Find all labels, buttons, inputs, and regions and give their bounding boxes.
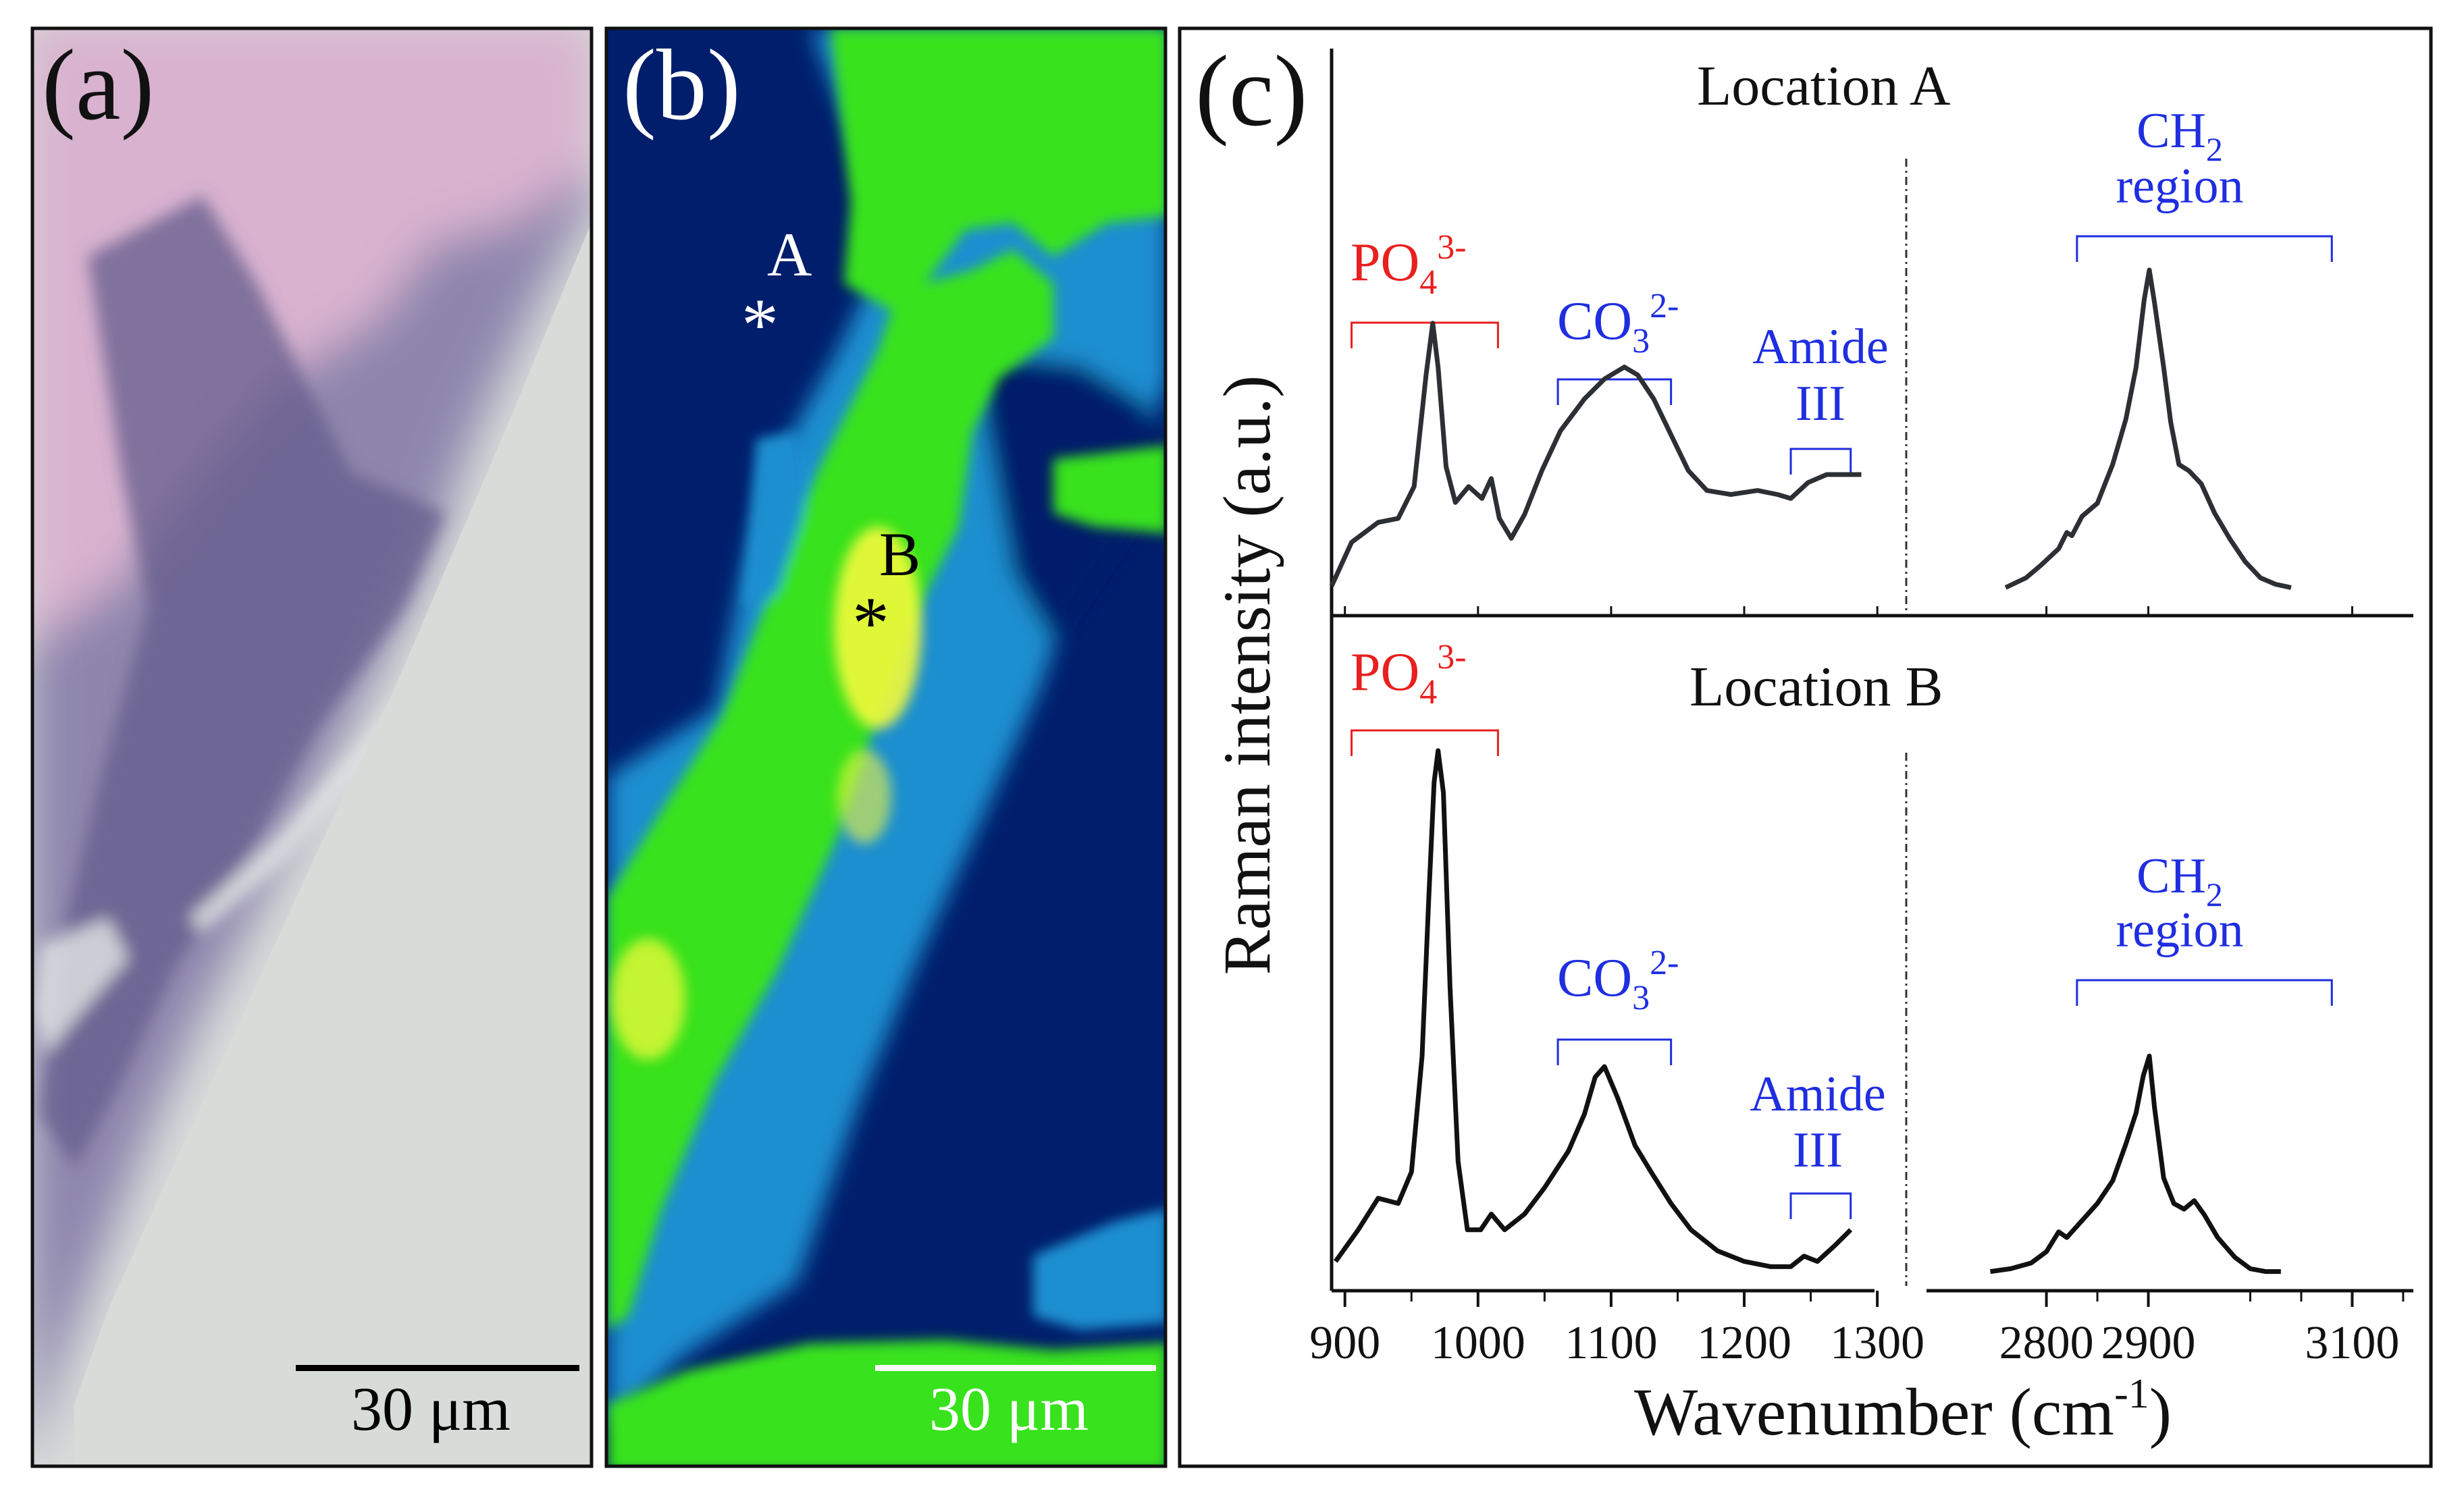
x-tick-label: 1300 (1830, 1317, 1924, 1369)
band-bracket (2076, 979, 2333, 1006)
spectrum-line (2004, 267, 2292, 590)
panel-c-label: (c) (1195, 35, 1307, 147)
band-brackets-location-b (1351, 729, 2333, 1219)
po4-label-b: PO43- (1351, 638, 1467, 712)
band-bracket (1556, 1038, 1673, 1065)
map-peak-b (834, 527, 922, 729)
spectrum-line (1990, 1053, 2281, 1275)
co3-label-b: CO32- (1557, 944, 1679, 1017)
point-b-marker: * (852, 582, 889, 664)
spectrum-line (1334, 748, 1853, 1269)
band-bracket (1351, 321, 1499, 348)
x-tick-label: 3100 (2305, 1317, 2399, 1369)
spectra-location-b (1334, 748, 2281, 1275)
amide-label-b-line2: III (1793, 1123, 1843, 1178)
panel-a: (a) 30 μm (30, 26, 594, 1468)
spectra-location-a (1329, 267, 2292, 590)
co3-label-a: CO32- (1557, 287, 1679, 360)
x-tick-label: 900 (1309, 1317, 1380, 1369)
map-high-bottom-band (608, 1340, 1165, 1466)
ch2-region-label-b: region (2116, 903, 2243, 958)
band-brackets-location-a (1351, 235, 2333, 475)
cleared-region (74, 222, 592, 1466)
map-mid-bottom-band (1033, 1209, 1165, 1330)
histology-image (32, 28, 592, 1466)
amide-label-a-line2: III (1795, 376, 1845, 431)
map-high-right-patch (1053, 446, 1165, 533)
map-peak-mid (837, 749, 891, 844)
panel-b-frame (604, 26, 1168, 1468)
map-mid-upper-branch (743, 432, 804, 608)
panel-a-scale-bar (296, 1365, 579, 1371)
location-b-title: Location B (1689, 655, 1943, 718)
po4-label-a: PO43- (1351, 228, 1467, 302)
panel-b: (b) A * B * 30 μm (604, 26, 1168, 1468)
panel-a-label: (a) (42, 29, 154, 141)
ch2-label-a: CH2 (2137, 103, 2223, 168)
tissue-light-crack-left (34, 918, 128, 1053)
panel-a-frame (30, 26, 594, 1468)
spectrum-line (1329, 321, 1862, 587)
location-a-title: Location A (1697, 55, 1951, 117)
band-bracket (1351, 729, 1499, 756)
panel-b-scale-bar (875, 1365, 1156, 1371)
tissue-dark-fibers (41, 196, 446, 1168)
x-tick-label: 2800 (1999, 1317, 2094, 1369)
band-bracket (1789, 1192, 1852, 1219)
x-tick-label: 1100 (1565, 1317, 1657, 1369)
x-tick-label: 1200 (1697, 1317, 1791, 1369)
map-peak-lower (611, 938, 685, 1060)
amide-label-b-line1: Amide (1750, 1067, 1885, 1122)
x-ticks (1343, 606, 2405, 1307)
y-axis-label: Raman intensity (a.u.) (1209, 375, 1284, 975)
point-b-label: B (879, 520, 920, 589)
panel-a-scale-label: 30 μm (351, 1374, 510, 1443)
point-a-marker: * (741, 284, 779, 366)
panel-c-frame (1178, 26, 2433, 1468)
x-tick-label: 2900 (2101, 1317, 2196, 1369)
band-bracket (2076, 235, 2333, 262)
x-axis-label: Wavenumber (cm-1) (1634, 1371, 2172, 1449)
x-tick-labels: 900 1000 1100 1200 1300 2800 2900 3100 (1309, 1317, 2399, 1369)
point-a-label: A (767, 220, 812, 289)
band-bracket (1789, 448, 1852, 475)
ch2-label-b: CH2 (2137, 849, 2223, 913)
band-bracket (1556, 378, 1673, 405)
amide-label-a-line1: Amide (1752, 319, 1888, 375)
panel-b-scale-label: 30 μm (929, 1374, 1089, 1443)
raman-map (606, 28, 1165, 1466)
panel-c: (c) Raman intensity (a.u.) Wavenumber (c… (1178, 26, 2433, 1468)
panel-b-label: (b) (623, 29, 741, 141)
ch2-region-label-a: region (2116, 159, 2243, 214)
x-tick-label: 1000 (1431, 1317, 1525, 1369)
